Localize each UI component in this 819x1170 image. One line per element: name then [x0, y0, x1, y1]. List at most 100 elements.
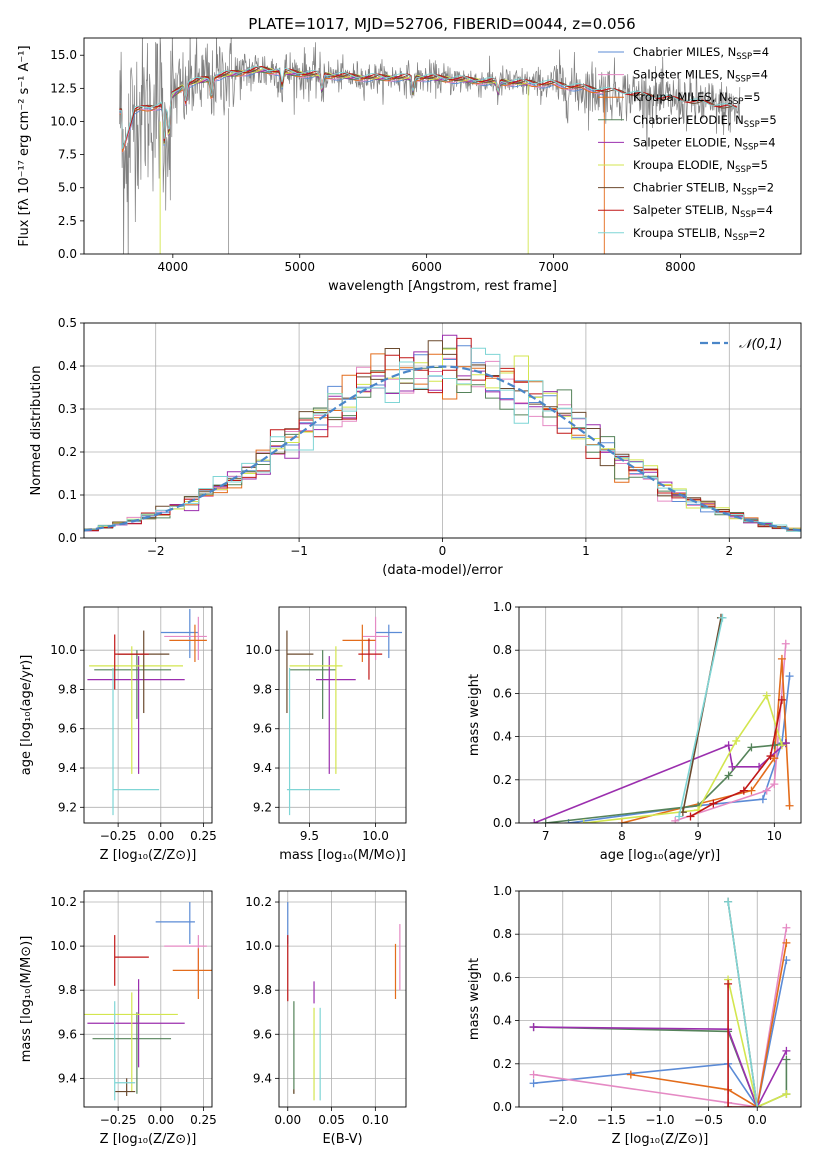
age-mass-plot-area — [286, 616, 403, 816]
legend-entry-text: Chabrier STELIB, N — [633, 181, 741, 195]
legend-entry: Salpeter ELODIE, NSSP=4 — [633, 135, 776, 152]
weight-age-ytick-label: 0.6 — [493, 686, 512, 700]
weight-age-xtick-label: 8 — [618, 829, 626, 843]
age-z-ytick-label: 9.8 — [58, 682, 77, 696]
weight-z-series-point — [529, 1070, 538, 1079]
age-mass-ytick-label: 10.0 — [245, 643, 272, 657]
weight-age-series-point — [739, 786, 748, 795]
legend-entry: Kroupa MILES, NSSP=5 — [633, 90, 760, 107]
age-mass-xlabel: mass [log₁₀(M/M⊙)] — [279, 848, 406, 863]
weight-age-series-point — [709, 799, 718, 808]
mass-ebv-ytick-label: 10.0 — [245, 939, 272, 953]
weight-z-xtick-label: 0.0 — [748, 1113, 767, 1127]
weight-z-series-line — [533, 927, 788, 1107]
residual-ytick-label: 0.5 — [58, 316, 77, 330]
weight-age-xtick-label: 7 — [542, 829, 550, 843]
weight-age-series-point — [675, 812, 684, 821]
weight-age-frame — [518, 606, 802, 824]
mass-z-xtick-label: 0.00 — [147, 1113, 174, 1127]
weight-age-series-point — [762, 691, 771, 700]
weight-age-ytick-label: 1.0 — [493, 600, 512, 614]
mass-ebv-frame — [278, 890, 407, 1108]
legend-entry-text: Salpeter ELODIE, N — [633, 135, 743, 149]
weight-age-series-point — [770, 780, 779, 789]
weight-age-series-line — [674, 643, 787, 822]
weight-age-series-point — [579, 819, 588, 823]
legend-entry-sub: SSP — [740, 210, 756, 220]
residual-ylabel: Normed distribution — [29, 366, 44, 496]
weight-age-series-line — [678, 617, 724, 817]
weight-z-ytick-label: 1.0 — [493, 884, 512, 898]
residual-histogram-step — [84, 347, 801, 532]
mass-z-ytick-label: 9.6 — [58, 1027, 77, 1041]
weight-age-ytick-label: 0.0 — [493, 816, 512, 830]
legend-entry-sub: SSP — [735, 75, 751, 85]
weight-age-series-point — [747, 743, 756, 752]
residual-xtick-label: −1 — [290, 544, 308, 558]
age-z-axes: −0.25 0.00 0.25 9.2 9.4 9.6 9.8 10.0 Z [log₁₀(Z/… — [19, 607, 217, 863]
spectrum-ytick-label: 2.5 — [58, 214, 77, 228]
weight-age-series-point — [777, 741, 786, 750]
legend-entry-tail: =2 — [757, 181, 774, 195]
mass-ebv-xtick-label: 0.00 — [274, 1113, 301, 1127]
mass-ebv-xtick-label: 0.10 — [362, 1113, 389, 1127]
spectrum-model-line — [119, 66, 738, 150]
weight-z-series-point — [724, 897, 733, 906]
weight-z-ylabel: mass weight — [467, 958, 482, 1040]
mass-z-xtick-label: 0.25 — [190, 1113, 217, 1127]
residual-ytick-label: 0.2 — [58, 445, 77, 459]
weight-z-xtick-label: −1.0 — [645, 1113, 674, 1127]
weight-z-ytick-label: 0.4 — [493, 1014, 512, 1028]
weight-age-series-point — [541, 819, 550, 823]
legend-entry: Salpeter STELIB, NSSP=4 — [633, 203, 773, 220]
age-z-xtick-label: −0.25 — [100, 829, 137, 843]
legend-entry-tail: =5 — [743, 90, 760, 104]
weight-z-ytick-label: 0.0 — [493, 1100, 512, 1114]
age-z-frame — [83, 606, 213, 824]
legend-entry-tail: =4 — [751, 68, 768, 82]
residual-legend: 𝒩(0,1) — [700, 337, 782, 352]
weight-age-series-line — [583, 693, 783, 823]
legend-entry-text: Salpeter MILES, N — [633, 68, 735, 82]
mass-z-frame — [83, 890, 213, 1108]
weight-z-series-line — [533, 1026, 788, 1107]
weight-age-series-point — [724, 771, 733, 780]
legend-entry: Chabrier STELIB, NSSP=2 — [633, 181, 774, 198]
spectrum-ylabel: Flux [fλ 10⁻¹⁷ erg cm⁻² s⁻¹ A⁻¹] — [17, 45, 32, 246]
legend-entry: Kroupa ELODIE, NSSP=5 — [633, 158, 768, 175]
weight-age-series-point — [718, 613, 727, 622]
weight-age-series-point — [724, 741, 733, 750]
residual-xtick-label: −2 — [147, 544, 165, 558]
spectrum-xtick-label: 4000 — [158, 260, 189, 274]
age-mass-ytick-label: 9.8 — [253, 682, 272, 696]
legend-entry: Salpeter MILES, NSSP=4 — [633, 68, 768, 85]
age-mass-xtick-label: 10.0 — [362, 829, 389, 843]
weight-age-series-point — [728, 762, 737, 771]
spectrum-ytick-label: 0.0 — [58, 247, 77, 261]
legend-entry-tail: =4 — [752, 45, 769, 59]
age-mass-ytick-label: 9.6 — [253, 722, 272, 736]
mass-z-plot-area — [84, 902, 212, 1101]
weight-z-series-point — [753, 1103, 762, 1107]
mass-z-ylabel: mass [log₁₀(M/M⊙)] — [19, 936, 34, 1063]
weight-z-series-point — [724, 979, 733, 988]
legend-entry-text: Salpeter STELIB, N — [633, 203, 740, 217]
spectrum-xtick-label: 7000 — [538, 260, 569, 274]
residual-plot-area — [84, 334, 801, 532]
spectrum-xlabel: wavelength [Angstrom, rest frame] — [328, 279, 557, 294]
weight-age-series-point — [617, 819, 626, 823]
weight-age-xtick-label: 9 — [694, 829, 702, 843]
age-z-xtick-label: 0.00 — [147, 829, 174, 843]
legend-entry-text: Kroupa STELIB, N — [633, 226, 733, 240]
legend-entry-sub: SSP — [741, 188, 757, 198]
legend-entry-tail: =4 — [756, 203, 773, 217]
legend-entry-sub: SSP — [735, 165, 751, 175]
weight-age-ytick-label: 0.8 — [493, 643, 512, 657]
mass-ebv-xtick-label: 0.05 — [318, 1113, 345, 1127]
weight-age-series-point — [747, 786, 756, 795]
mass-ebv-axes: 0.00 0.05 0.10 9.4 9.6 9.8 10.0 10.2 E(B-V) — [245, 891, 406, 1147]
weight-z-ytick-label: 0.8 — [493, 927, 512, 941]
weight-age-plot-area — [530, 613, 794, 823]
weight-z-frame — [518, 890, 802, 1108]
